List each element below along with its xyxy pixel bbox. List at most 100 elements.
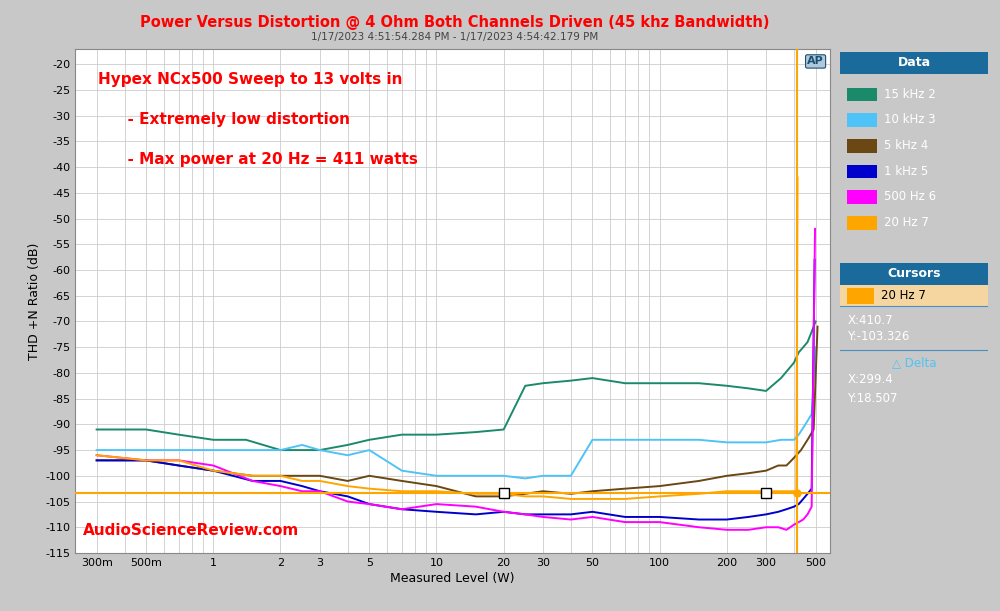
1 kHz 5	[430, 508, 442, 516]
10 kHz 3	[654, 436, 666, 444]
5 kHz 4	[140, 456, 152, 464]
1 kHz 5	[772, 508, 784, 516]
Text: 500 Hz 6: 500 Hz 6	[884, 190, 937, 203]
15 kHz 2	[470, 428, 482, 436]
Text: 1 kHz 5: 1 kHz 5	[884, 164, 929, 178]
5 kHz 4	[537, 488, 549, 495]
20 Hz 7	[693, 490, 705, 497]
20 Hz 7	[140, 456, 152, 464]
20 Hz 7	[430, 488, 442, 495]
Bar	[847, 139, 877, 153]
Text: - Max power at 20 Hz = 411 watts: - Max power at 20 Hz = 411 watts	[117, 152, 417, 167]
500 Hz 6	[780, 526, 792, 533]
15 kHz 2	[619, 379, 631, 387]
Y-axis label: THD +N Ratio (dB): THD +N Ratio (dB)	[28, 242, 41, 360]
15 kHz 2	[693, 379, 705, 387]
500 Hz 6	[470, 503, 482, 510]
1 kHz 5	[797, 496, 809, 503]
10 kHz 3	[207, 447, 219, 454]
1 kHz 5	[247, 477, 259, 485]
5 kHz 4	[396, 477, 408, 485]
1 kHz 5	[537, 511, 549, 518]
Bar	[847, 288, 874, 304]
Text: Hypex NCx500 Sweep to 13 volts in: Hypex NCx500 Sweep to 13 volts in	[98, 71, 402, 87]
FancyBboxPatch shape	[840, 285, 988, 307]
500 Hz 6	[654, 518, 666, 525]
Line: 10 kHz 3: 10 kHz 3	[97, 347, 816, 478]
500 Hz 6	[586, 513, 598, 521]
500 Hz 6	[314, 488, 326, 495]
X-axis label: Measured Level (W): Measured Level (W)	[390, 572, 515, 585]
500 Hz 6	[537, 513, 549, 521]
Text: - Extremely low distortion: - Extremely low distortion	[117, 112, 350, 127]
10 kHz 3	[173, 447, 185, 454]
15 kHz 2	[274, 447, 286, 454]
15 kHz 2	[810, 318, 822, 325]
20 Hz 7	[619, 496, 631, 503]
10 kHz 3	[470, 472, 482, 480]
1 kHz 5	[296, 483, 308, 490]
1 kHz 5	[780, 505, 792, 513]
500 Hz 6	[742, 526, 754, 533]
15 kHz 2	[793, 349, 805, 356]
20 Hz 7	[790, 488, 802, 495]
Text: 20 Hz 7: 20 Hz 7	[881, 290, 926, 302]
1 kHz 5	[619, 513, 631, 521]
Text: X:410.7: X:410.7	[847, 313, 893, 327]
500 Hz 6	[247, 477, 259, 485]
15 kHz 2	[760, 387, 772, 395]
1 kHz 5	[314, 488, 326, 495]
15 kHz 2	[788, 359, 800, 367]
20 Hz 7	[775, 488, 787, 495]
500 Hz 6	[207, 462, 219, 469]
10 kHz 3	[296, 441, 308, 448]
20 Hz 7	[721, 488, 733, 495]
Text: △ Delta: △ Delta	[892, 356, 936, 369]
1 kHz 5	[793, 500, 805, 508]
5 kHz 4	[780, 462, 792, 469]
500 Hz 6	[498, 508, 510, 516]
20 Hz 7	[654, 492, 666, 500]
15 kHz 2	[775, 375, 787, 382]
10 kHz 3	[363, 447, 375, 454]
Bar	[847, 113, 877, 127]
5 kHz 4	[342, 477, 354, 485]
10 kHz 3	[140, 447, 152, 454]
15 kHz 2	[396, 431, 408, 438]
1 kHz 5	[802, 490, 814, 497]
10 kHz 3	[274, 447, 286, 454]
Text: X:299.4: X:299.4	[847, 373, 893, 386]
1 kHz 5	[342, 492, 354, 500]
20 Hz 7	[396, 488, 408, 495]
1 kHz 5	[565, 511, 577, 518]
10 kHz 3	[91, 447, 103, 454]
5 kHz 4	[274, 472, 286, 480]
Bar	[847, 191, 877, 204]
15 kHz 2	[537, 379, 549, 387]
20 Hz 7	[296, 477, 308, 485]
5 kHz 4	[519, 490, 531, 497]
15 kHz 2	[586, 375, 598, 382]
1 kHz 5	[519, 511, 531, 518]
500 Hz 6	[274, 483, 286, 490]
5 kHz 4	[470, 492, 482, 500]
1 kHz 5	[586, 508, 598, 516]
20 Hz 7	[274, 472, 286, 480]
Line: 5 kHz 4: 5 kHz 4	[97, 327, 818, 496]
15 kHz 2	[173, 431, 185, 438]
500 Hz 6	[396, 505, 408, 513]
5 kHz 4	[314, 472, 326, 480]
1 kHz 5	[470, 511, 482, 518]
1 kHz 5	[363, 500, 375, 508]
5 kHz 4	[296, 472, 308, 480]
15 kHz 2	[140, 426, 152, 433]
1 kHz 5	[742, 513, 754, 521]
15 kHz 2	[430, 431, 442, 438]
500 Hz 6	[809, 225, 821, 233]
Text: 15 kHz 2: 15 kHz 2	[884, 87, 936, 101]
5 kHz 4	[173, 462, 185, 469]
20 Hz 7	[788, 488, 800, 495]
500 Hz 6	[342, 498, 354, 505]
20 Hz 7	[565, 496, 577, 503]
Text: 20 Hz 7: 20 Hz 7	[884, 216, 929, 229]
